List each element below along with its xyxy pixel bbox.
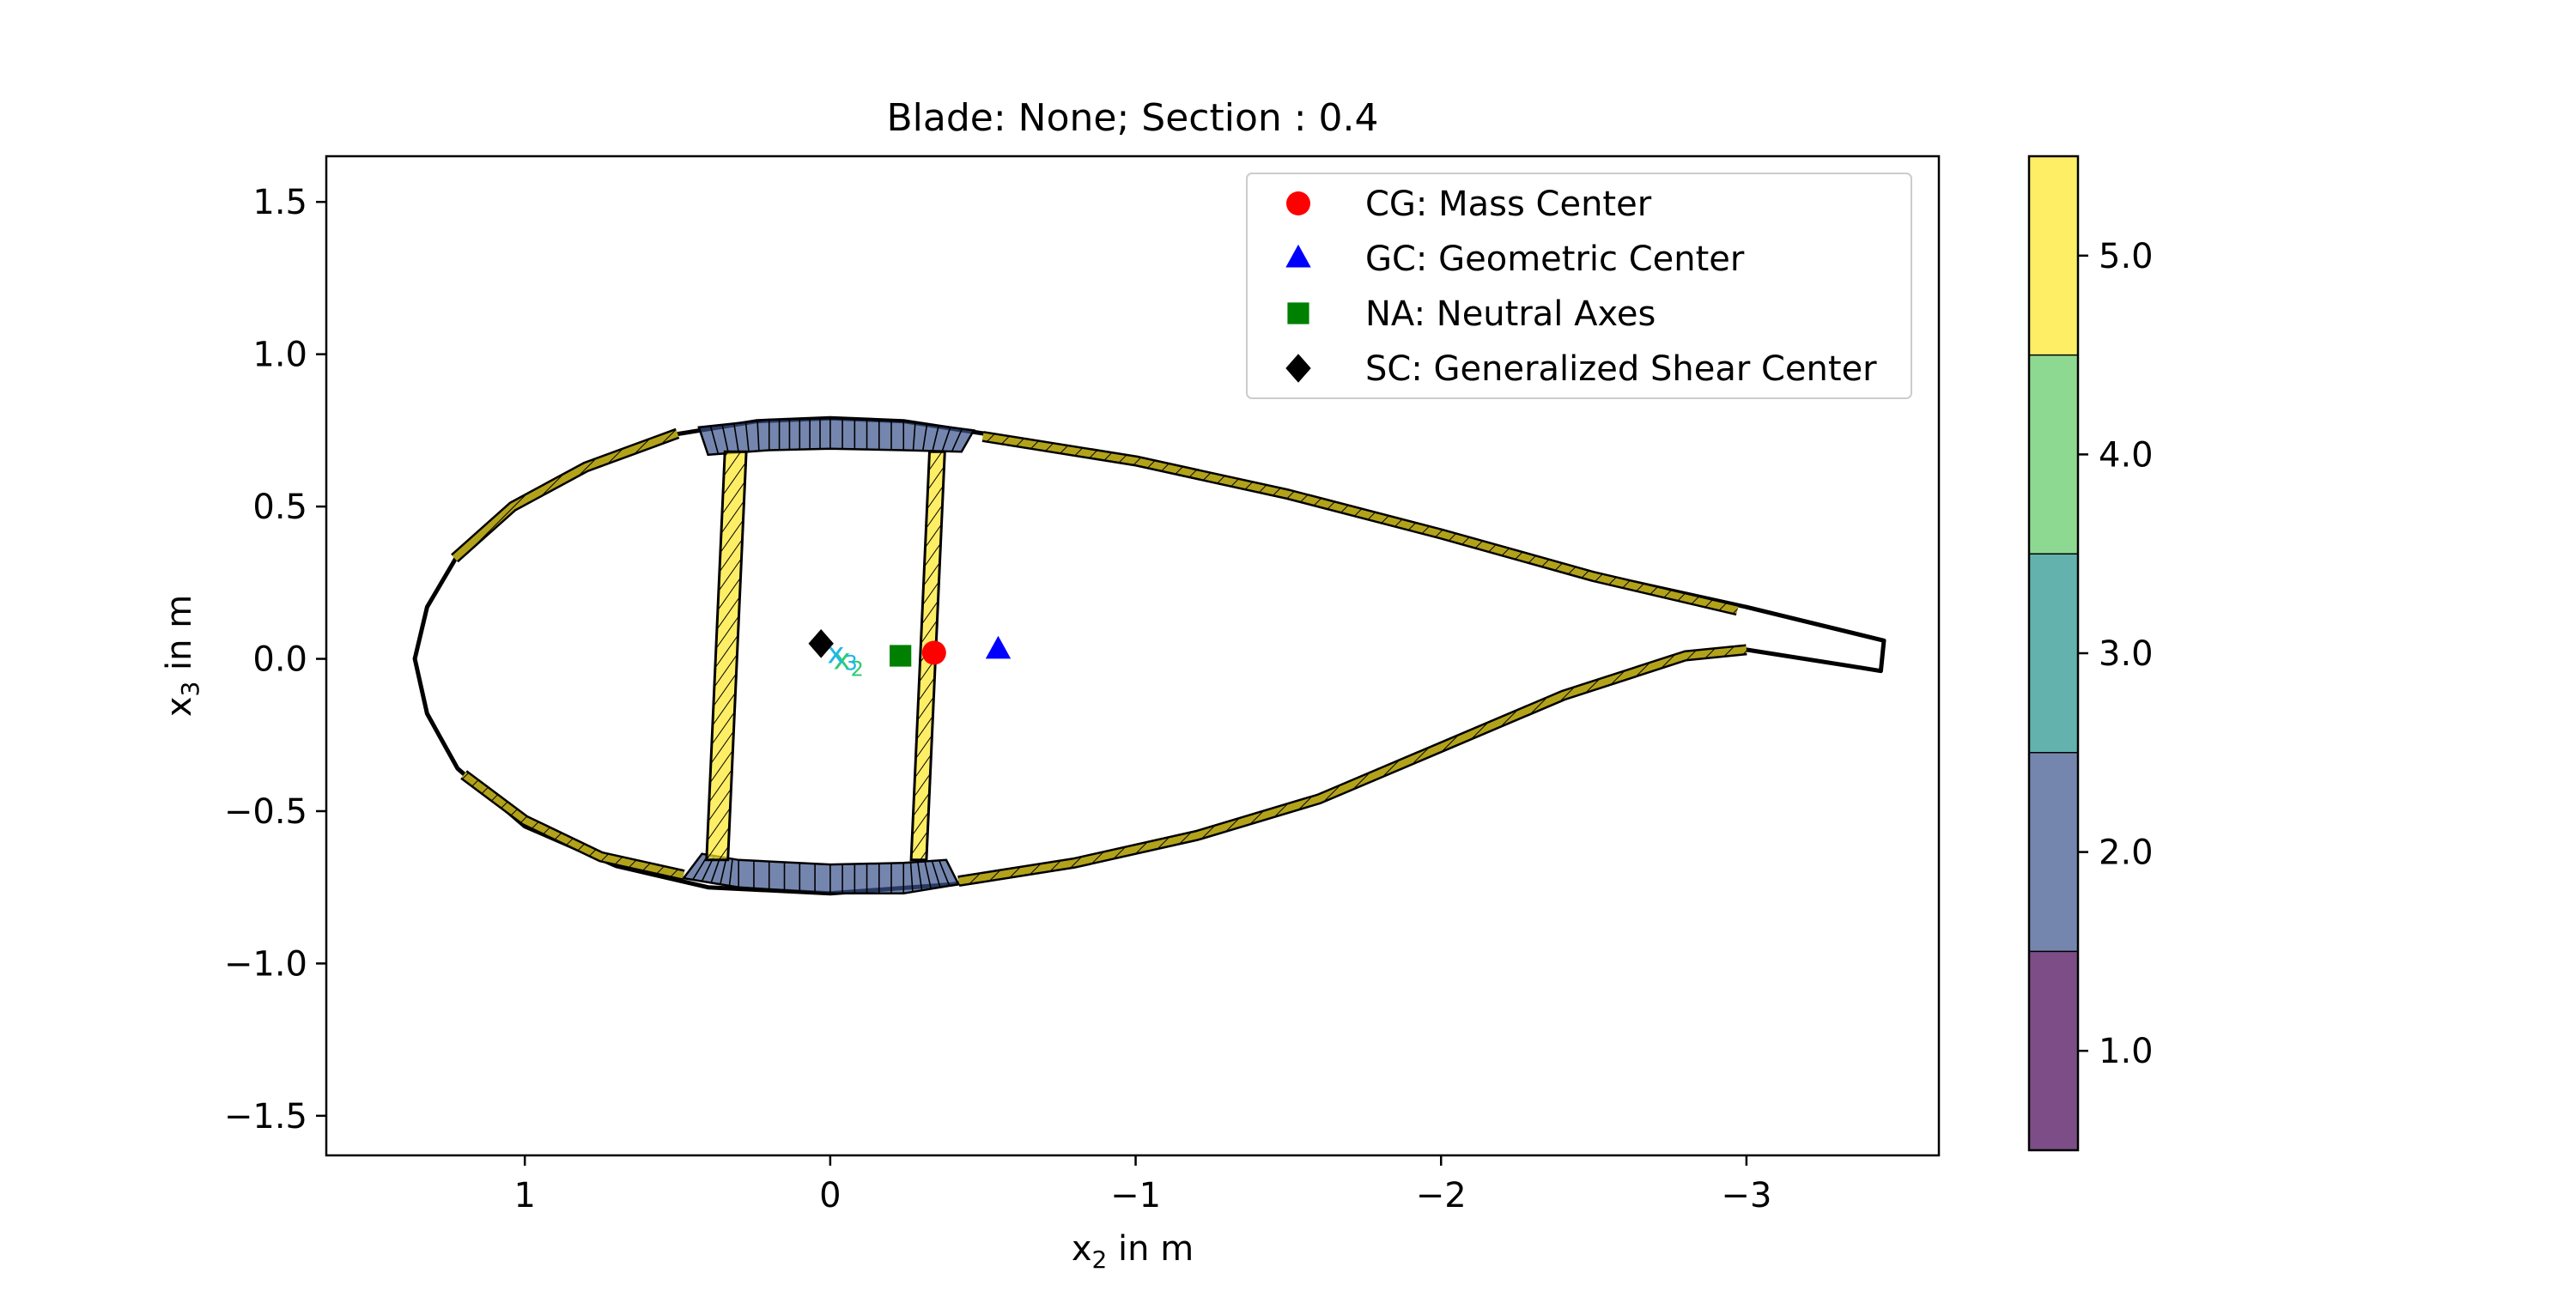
y-axis-label-sub: 3 [176, 682, 204, 697]
colorbar-tick-label: 3.0 [2099, 634, 2154, 674]
legend-entry: SC: Generalized Shear Center [1285, 349, 1877, 389]
x-tick-label: 0 [819, 1176, 841, 1215]
x-axis-ticks: 1 0 −1 −2 −3 [513, 1155, 1771, 1215]
marker-cg-circle [921, 640, 946, 665]
spar-cap-element-edge [744, 421, 750, 452]
legend-marker-sc [1285, 354, 1311, 383]
legend-label: CG: Mass Center [1365, 185, 1652, 224]
legend-box [1246, 173, 1912, 399]
x-axis-label-sub: 2 [1091, 1246, 1107, 1274]
skin-panel [452, 430, 679, 561]
legend-entry: NA: Neutral Axes [1287, 294, 1656, 334]
spar-cap-element-edge [921, 424, 928, 452]
colorbar-tick-label: 2.0 [2099, 833, 2154, 873]
colorbar-swatch [2029, 156, 2078, 355]
principal-axis-label-base: x [834, 643, 851, 677]
spar-cap-element-edge [912, 422, 916, 451]
spar-cap-element-edge [721, 424, 730, 454]
y-tick-label: 0.5 [252, 488, 307, 527]
legend-label: SC: Generalized Shear Center [1365, 349, 1877, 389]
colorbar-swatch [2029, 951, 2078, 1150]
skin-panel [461, 772, 684, 879]
colorbar-swatch [2029, 355, 2078, 555]
spar-cap-element-edge [938, 860, 951, 887]
y-tick-label: −1.5 [224, 1097, 307, 1136]
y-axis-label-rest: in m [160, 595, 199, 682]
colorbar-tick-label: 1.0 [2099, 1032, 2154, 1071]
y-tick-label: −1.0 [224, 944, 307, 984]
y-axis-label-base: x [160, 697, 199, 718]
spar-cap-element-edge [720, 858, 727, 885]
x-tick-label: −1 [1110, 1176, 1161, 1215]
legend-marker-cg [1286, 191, 1310, 215]
colorbar-swatch [2029, 752, 2078, 952]
y-tick-label: −0.5 [224, 792, 307, 832]
airfoil-outline [412, 415, 1886, 896]
skin-panel-outline [957, 644, 1747, 888]
x-axis-label-rest: in m [1107, 1229, 1194, 1269]
spar-cap-element-edge [924, 861, 933, 889]
spar-cap-element-edge [951, 428, 963, 452]
x-tick-label: 1 [513, 1176, 535, 1215]
skin-panel [957, 646, 1747, 885]
spar-cap-element-edge [931, 860, 941, 888]
legend-label: GC: Geometric Center [1365, 239, 1745, 279]
spar-cap-element-edge [709, 426, 720, 455]
marker-gc-triangle [985, 635, 1012, 659]
principal-axis-label-sub: 2 [851, 658, 864, 682]
y-axis-ticks: 1.5 1.0 0.5 0.0 −0.5 −1.0 −1.5 [224, 183, 326, 1136]
x-tick-label: −2 [1416, 1176, 1467, 1215]
principal-axis-label-sub: 3 [845, 651, 858, 675]
spar-cap-element-edge [733, 423, 739, 453]
shear-web [705, 450, 748, 862]
spar-cap-element-edge [941, 427, 951, 452]
legend-marker-gc [1285, 244, 1311, 268]
marker-na-square [890, 645, 912, 667]
x-tick-label: −3 [1721, 1176, 1771, 1215]
colorbar-swatch [2029, 554, 2078, 753]
x-axis-label-base: x [1072, 1229, 1092, 1269]
spar-cap-element-edge [909, 862, 914, 893]
y-tick-label: 1.5 [252, 183, 307, 222]
colorbar: 1.0 2.0 3.0 4.0 5.0 [2027, 155, 2154, 1152]
principal-axis-label: x2 [834, 643, 864, 682]
plot-area [412, 415, 1886, 896]
plot-frame [325, 155, 1941, 1157]
chart-title: Blade: None; Section : 0.4 [886, 96, 1378, 140]
spar-cap-element-edge [932, 425, 939, 452]
legend: CG: Mass Center GC: Geometric Center NA: N… [1246, 173, 1912, 399]
spar-cap-element-edge [917, 862, 923, 891]
legend-entry: GC: Geometric Center [1285, 239, 1745, 279]
spar-cap-element-edge [756, 421, 760, 452]
y-tick-label: 1.0 [252, 336, 307, 375]
skin-panel [982, 433, 1739, 614]
colorbar-tick-label: 4.0 [2099, 435, 2154, 475]
y-axis-label: x3 in m [160, 595, 204, 717]
skin-panel-outline [451, 427, 680, 563]
y-tick-label: 0.0 [252, 640, 307, 680]
legend-entry: CG: Mass Center [1286, 185, 1652, 224]
skin-panel-outline [460, 770, 685, 881]
colorbar-tick-label: 5.0 [2099, 237, 2154, 276]
spar-cap-element-edge [728, 858, 733, 887]
legend-label: NA: Neutral Axes [1365, 294, 1656, 334]
legend-marker-na [1287, 302, 1309, 324]
marker-sc-diamond [808, 629, 834, 658]
x-axis-label: x2 in m [1072, 1229, 1194, 1274]
